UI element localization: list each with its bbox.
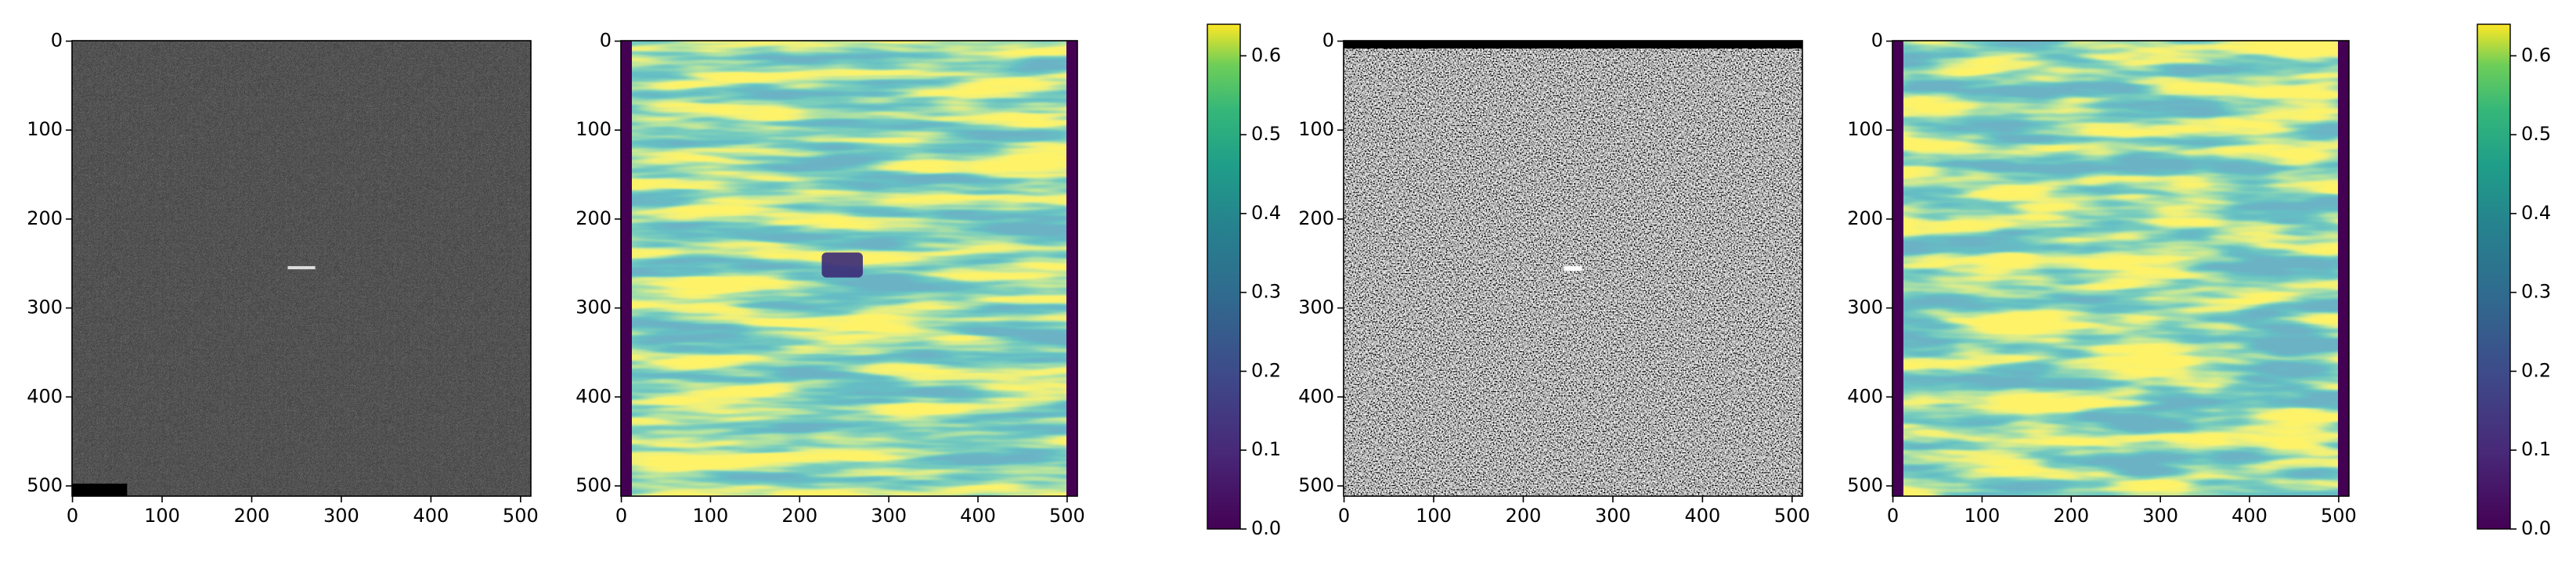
x-tick-label: 400 <box>413 505 449 527</box>
colorbar-tick-label: 0.3 <box>2521 281 2551 303</box>
y-tick-label: 300 <box>575 297 612 318</box>
dark-patch <box>821 252 863 278</box>
y-tick-label: 500 <box>27 474 63 496</box>
y-tick-label: 100 <box>1847 118 1883 140</box>
y-tick-label: 200 <box>27 207 63 229</box>
y-tick-label: 100 <box>1298 118 1334 140</box>
axes-frame <box>1892 40 2350 497</box>
colorbar <box>1207 23 1241 530</box>
x-tick-label: 200 <box>781 505 817 527</box>
x-tick-label: 400 <box>1684 505 1720 527</box>
x-tick-label: 300 <box>1595 505 1631 527</box>
colorbar-tick-label: 0.0 <box>2521 517 2551 539</box>
y-tick-label: 400 <box>575 385 612 407</box>
y-tick-label: 300 <box>27 297 63 318</box>
x-tick-label: 0 <box>1887 505 1899 527</box>
y-tick-label: 0 <box>51 30 63 52</box>
edge-band <box>2338 41 2349 496</box>
image <box>1892 41 2349 496</box>
edge-band <box>1066 41 1077 496</box>
x-tick-label: 500 <box>1049 505 1085 527</box>
x-tick-label: 0 <box>67 505 78 527</box>
bright-spot <box>287 266 316 270</box>
x-tick-label: 300 <box>323 505 359 527</box>
colorbar-tick-label: 0.1 <box>1251 438 1281 460</box>
axes-frame <box>1343 40 1803 497</box>
x-tick-label: 200 <box>1506 505 1542 527</box>
y-tick-label: 500 <box>1298 474 1334 496</box>
x-tick-label: 200 <box>234 505 270 527</box>
x-tick-label: 0 <box>615 505 627 527</box>
x-tick-label: 0 <box>1338 505 1350 527</box>
y-tick-label: 100 <box>575 118 612 140</box>
y-tick-label: 200 <box>575 207 612 229</box>
x-tick-label: 300 <box>2142 505 2178 527</box>
colorbar-tick-label: 0.6 <box>2521 44 2551 66</box>
colorbar-tick-label: 0.2 <box>2521 359 2551 381</box>
colorbar <box>2477 23 2511 530</box>
x-tick-label: 500 <box>503 505 539 527</box>
x-tick-label: 100 <box>144 505 180 527</box>
axes-frame <box>71 40 532 497</box>
x-tick-label: 100 <box>1416 505 1452 527</box>
colorbar-tick-label: 0.1 <box>2521 438 2551 460</box>
y-tick-label: 100 <box>27 118 63 140</box>
y-tick-label: 300 <box>1847 297 1883 318</box>
colorbar-tick-label: 0.5 <box>1251 123 1281 145</box>
y-tick-label: 200 <box>1298 207 1334 229</box>
colorbar-tick-label: 0.0 <box>1251 517 1281 539</box>
y-tick-label: 400 <box>27 385 63 407</box>
axes-frame <box>620 40 1078 497</box>
y-tick-label: 400 <box>1298 385 1334 407</box>
colorbar-tick-label: 0.6 <box>1251 44 1281 66</box>
colorbar-tick-label: 0.4 <box>1251 202 1281 224</box>
y-tick-label: 0 <box>600 30 612 52</box>
x-tick-label: 400 <box>960 505 996 527</box>
colorbar-tick-label: 0.5 <box>2521 123 2551 145</box>
y-tick-label: 200 <box>1847 207 1883 229</box>
colorbar-tick-label: 0.4 <box>2521 202 2551 224</box>
x-tick-label: 500 <box>2321 505 2357 527</box>
colorbar-tick-label: 0.2 <box>1251 359 1281 381</box>
x-tick-label: 100 <box>1964 505 2001 527</box>
x-tick-label: 400 <box>2231 505 2268 527</box>
x-tick-label: 200 <box>2053 505 2089 527</box>
bright-spot <box>1564 266 1582 272</box>
colorbar-tick-label: 0.3 <box>1251 281 1281 303</box>
y-tick-label: 500 <box>575 474 612 496</box>
y-tick-label: 400 <box>1847 385 1883 407</box>
top-band <box>1344 41 1802 49</box>
edge-band <box>1892 41 1903 496</box>
y-tick-label: 0 <box>1871 30 1883 52</box>
x-tick-label: 500 <box>1774 505 1810 527</box>
edge-band <box>621 41 632 496</box>
y-tick-label: 0 <box>1322 30 1334 52</box>
x-tick-label: 100 <box>693 505 729 527</box>
x-tick-label: 300 <box>871 505 907 527</box>
y-tick-label: 500 <box>1847 474 1883 496</box>
y-tick-label: 300 <box>1298 297 1334 318</box>
corner-shade <box>72 484 128 496</box>
